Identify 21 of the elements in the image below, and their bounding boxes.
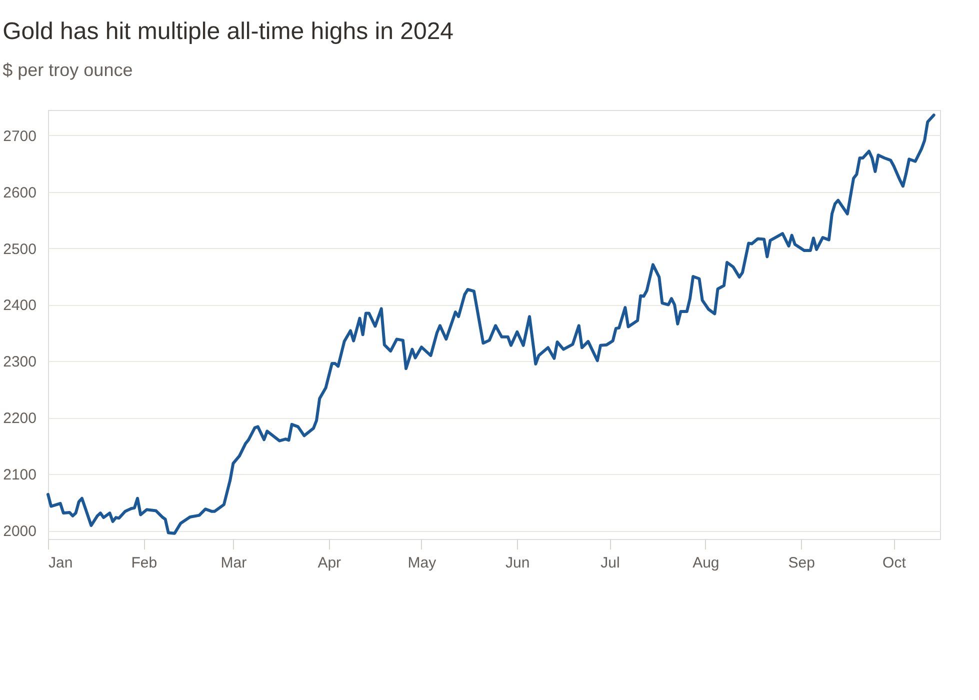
y-tick-label: 2600 xyxy=(3,184,36,202)
x-tick-label: Oct xyxy=(882,554,907,572)
y-tick-label: 2300 xyxy=(3,354,36,371)
x-tick-label: Sep xyxy=(788,554,815,572)
x-tick-label: Feb xyxy=(131,554,158,572)
x-tick-label: Mar xyxy=(220,554,247,572)
y-tick-label: 2500 xyxy=(3,240,36,258)
x-tick-label: Aug xyxy=(692,554,720,572)
x-tick-label: Apr xyxy=(318,554,342,572)
y-tick-label: 2400 xyxy=(3,297,36,314)
y-tick-label: 2200 xyxy=(3,410,36,428)
x-tick-label: May xyxy=(408,554,437,572)
line-series xyxy=(46,114,936,535)
x-tick-label: Jul xyxy=(600,554,620,572)
x-tick-label: Jan xyxy=(48,554,73,572)
y-tick-label: 2100 xyxy=(3,466,36,484)
y-tick-label: 2700 xyxy=(3,128,36,145)
x-tick-label: Jun xyxy=(506,554,530,572)
y-tick-label: 2000 xyxy=(3,523,36,540)
chart-subtitle: $ per troy ounce xyxy=(2,60,133,80)
chart-title: Gold has hit multiple all-time highs in 2024 xyxy=(2,18,454,45)
